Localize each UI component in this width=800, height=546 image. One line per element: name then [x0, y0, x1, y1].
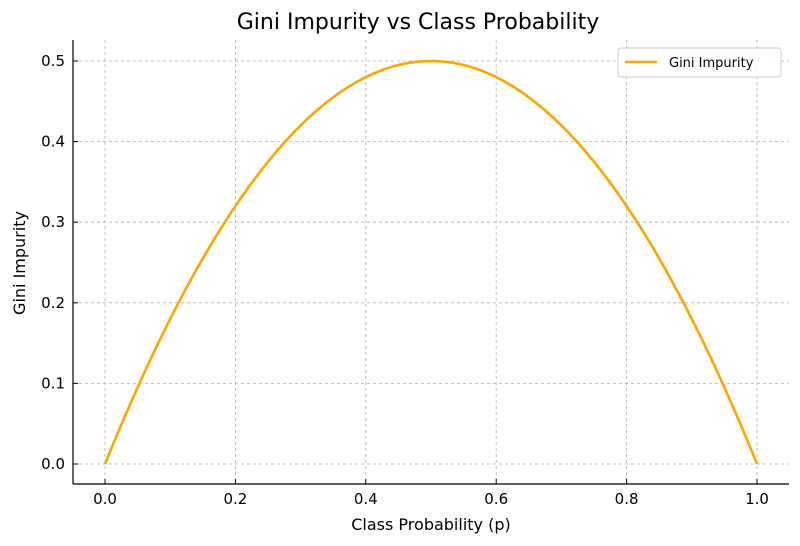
x-tick-label: 0.6	[484, 490, 508, 508]
y-tick-label: 0.3	[41, 213, 65, 231]
x-axis-ticks: 0.0 0.2 0.4 0.6 0.8 1.0	[93, 479, 769, 508]
chart-title: Gini Impurity vs Class Probability	[237, 10, 599, 35]
legend-label: Gini Impurity	[669, 56, 754, 71]
y-tick-label: 0.5	[41, 52, 65, 70]
x-tick-label: 0.4	[354, 490, 378, 508]
y-tick-label: 0.4	[41, 133, 65, 151]
grid-lines	[73, 40, 789, 484]
y-tick-label: 0.2	[41, 294, 65, 312]
legend-box	[617, 47, 782, 78]
x-axis-label: Class Probability (p)	[351, 515, 510, 534]
y-tick-label: 0.1	[41, 374, 65, 392]
legend: Gini Impurity	[617, 47, 782, 78]
axes	[72, 40, 789, 485]
x-tick-label: 0.8	[615, 490, 639, 508]
y-tick-label: 0.0	[41, 455, 65, 473]
y-axis-label: Gini Impurity	[10, 211, 29, 315]
x-tick-label: 1.0	[745, 490, 769, 508]
gini-impurity-line	[103, 59, 759, 465]
x-tick-label: 0.0	[93, 490, 117, 508]
x-tick-label: 0.2	[223, 490, 247, 508]
y-axis-ticks: 0.0 0.1 0.2 0.3 0.4 0.5	[41, 52, 78, 473]
